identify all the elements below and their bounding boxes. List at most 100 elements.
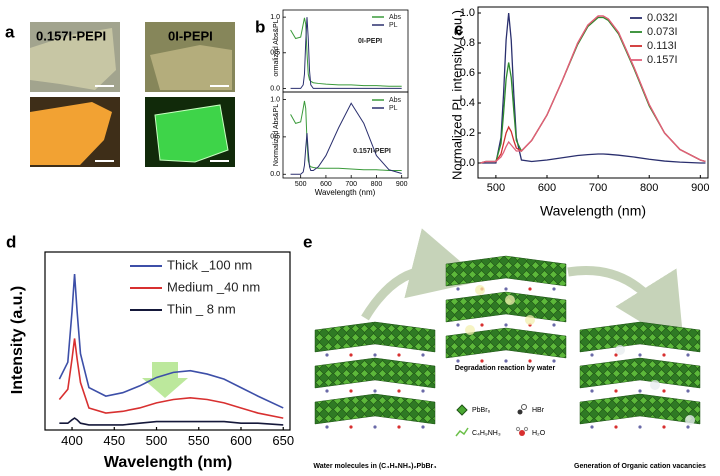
crystal-layer bbox=[314, 357, 436, 389]
molecule bbox=[638, 425, 642, 429]
series-line bbox=[59, 417, 284, 426]
molecule bbox=[504, 287, 508, 291]
vacancy bbox=[505, 295, 515, 305]
y-axis-label: Intensity (a.u.) bbox=[9, 286, 26, 394]
panel-label: b bbox=[255, 17, 265, 36]
vacancy bbox=[465, 325, 475, 335]
process-arrow bbox=[361, 228, 483, 321]
series-line bbox=[290, 102, 402, 175]
molecule bbox=[504, 359, 508, 363]
crystal-layer bbox=[579, 321, 701, 353]
y-tick-label: 1.0 bbox=[270, 14, 280, 21]
legend-text: PbBr₆ bbox=[472, 407, 491, 414]
legend-label: Abs bbox=[389, 97, 402, 104]
caption: Generation of Organic cation vacancies bbox=[574, 463, 706, 470]
legend-symbol bbox=[517, 409, 523, 415]
molecule bbox=[614, 425, 618, 429]
molecule bbox=[349, 389, 353, 393]
legend-label: PL bbox=[389, 105, 398, 112]
legend-label: Thick _100 nm bbox=[167, 257, 252, 272]
series-line bbox=[58, 338, 284, 419]
crystal-layer bbox=[445, 255, 567, 287]
diagram: Degradation reaction by water Water mole… bbox=[313, 228, 706, 470]
panel-label: a bbox=[5, 22, 15, 41]
x-tick-label: 700 bbox=[345, 181, 357, 188]
molecule bbox=[590, 389, 594, 393]
x-tick-label: 800 bbox=[371, 181, 383, 188]
annotation: 0I-PEPI bbox=[358, 38, 382, 45]
vacancy bbox=[650, 380, 660, 390]
legend-text: HBr bbox=[532, 407, 545, 414]
molecule bbox=[552, 359, 556, 363]
y-tick-label: 0.6 bbox=[460, 67, 475, 79]
x-tick-label: 450 bbox=[103, 433, 125, 448]
x-tick-label: 900 bbox=[691, 182, 709, 194]
y-axis-label: Normalized PL intensity (a.u.) bbox=[449, 10, 464, 180]
molecule bbox=[552, 323, 556, 327]
molecule bbox=[504, 323, 508, 327]
molecule bbox=[373, 425, 377, 429]
series-line bbox=[290, 100, 402, 172]
molecule bbox=[421, 353, 425, 357]
plot-frame bbox=[477, 6, 709, 179]
x-axis-label: Wavelength (nm) bbox=[315, 188, 376, 197]
panel-label: e bbox=[303, 232, 312, 251]
vacancy bbox=[475, 285, 485, 295]
x-tick-label: 900 bbox=[396, 181, 408, 188]
y-tick-label: 0.8 bbox=[460, 37, 475, 49]
molecule bbox=[456, 287, 460, 291]
x-tick-label: 600 bbox=[230, 433, 252, 448]
molecule bbox=[614, 353, 618, 357]
molecule bbox=[325, 425, 329, 429]
molecule bbox=[638, 389, 642, 393]
x-tick-label: 650 bbox=[272, 433, 294, 448]
molecule bbox=[373, 353, 377, 357]
plot-frame bbox=[282, 91, 409, 179]
x-tick-label: 600 bbox=[538, 182, 556, 194]
crystal-layer bbox=[579, 357, 701, 389]
legend-text: C₄H₉NH₃ bbox=[472, 430, 501, 437]
y-tick-label: 1.0 bbox=[270, 96, 280, 103]
molecule bbox=[528, 359, 532, 363]
legend-label: 0.157I bbox=[647, 54, 678, 66]
molecule bbox=[686, 353, 690, 357]
molecule bbox=[590, 353, 594, 357]
y-tick-label: 0.5 bbox=[270, 50, 280, 57]
x-tick-label: 700 bbox=[589, 182, 607, 194]
molecule bbox=[686, 389, 690, 393]
x-tick-label: 800 bbox=[640, 182, 658, 194]
legend-label: 0.032I bbox=[647, 12, 678, 24]
panel-label: d bbox=[6, 232, 16, 251]
molecule bbox=[662, 353, 666, 357]
crystal-layer bbox=[579, 393, 701, 425]
sample-label: 0.157I-PEPI bbox=[36, 28, 106, 43]
series-line bbox=[480, 12, 706, 164]
molecule bbox=[662, 389, 666, 393]
y-tick-label: 0.0 bbox=[270, 171, 280, 178]
molecule bbox=[349, 425, 353, 429]
series-line bbox=[290, 17, 402, 89]
molecule bbox=[528, 287, 532, 291]
process-arrow bbox=[567, 266, 685, 349]
molecule bbox=[480, 323, 484, 327]
panel-label: c bbox=[454, 19, 463, 38]
micrographs: 0.157I-PEPI 0I-PEPI bbox=[30, 22, 235, 167]
x-tick-label: 500 bbox=[295, 181, 307, 188]
y-tick-label: 0.2 bbox=[460, 127, 475, 139]
molecule bbox=[397, 353, 401, 357]
molecule bbox=[614, 389, 618, 393]
legend-label: Medium _40 nm bbox=[167, 279, 260, 294]
y-tick-label: 0.5 bbox=[270, 134, 280, 141]
crystal-layer bbox=[314, 393, 436, 425]
y-tick-label: 0.0 bbox=[270, 85, 280, 92]
molecule bbox=[373, 389, 377, 393]
molecule bbox=[552, 287, 556, 291]
crystal-layer bbox=[314, 321, 436, 353]
y-axis-label: ormalized Abs&PL bbox=[273, 19, 280, 76]
legend-symbol bbox=[456, 404, 468, 416]
legend-symbol bbox=[519, 430, 525, 436]
molecule bbox=[480, 359, 484, 363]
x-tick-label: 500 bbox=[146, 433, 168, 448]
molecule bbox=[421, 389, 425, 393]
molecule bbox=[662, 425, 666, 429]
